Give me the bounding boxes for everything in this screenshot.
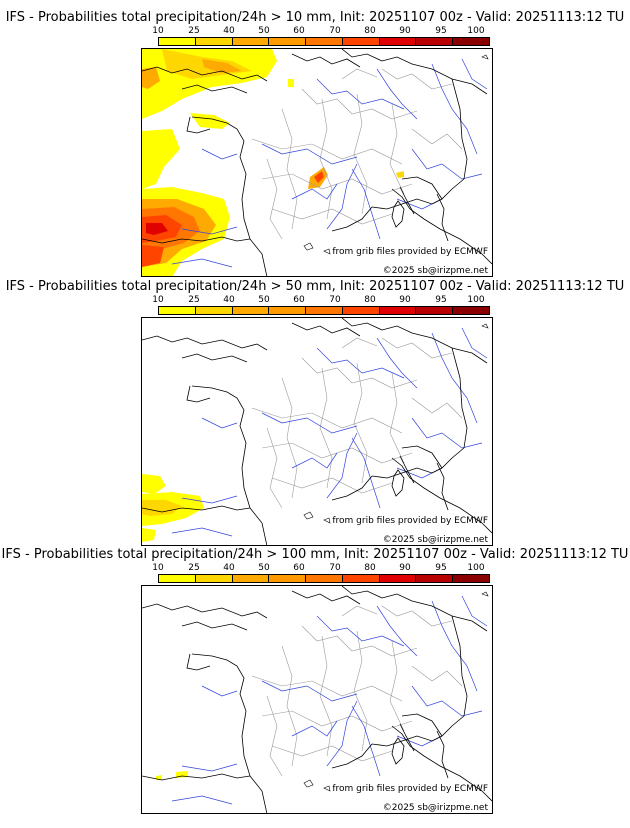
legend-swatches	[158, 37, 490, 46]
legend-tick: 25	[188, 563, 200, 573]
legend-swatch	[306, 38, 343, 45]
legend-tick: 70	[329, 563, 341, 573]
legend-tick: 10	[152, 563, 164, 573]
legend-ticks: 10 25 40 50 60 70 80 90 95 100	[152, 26, 490, 38]
legend-swatch	[232, 307, 270, 314]
probability-map: from grib files provided by ECMWF ©2025 …	[141, 48, 493, 277]
legend-swatch	[232, 38, 270, 45]
legend-swatch	[306, 575, 343, 582]
legend-tick: 80	[364, 295, 376, 305]
legend-swatch	[379, 575, 417, 582]
map-canvas	[142, 49, 492, 276]
legend-tick: 70	[329, 295, 341, 305]
legend-swatch	[195, 575, 233, 582]
legend-swatch	[416, 38, 454, 45]
legend-swatch	[269, 575, 307, 582]
legend-swatch	[269, 38, 307, 45]
legend-colorbar: 10 25 40 50 60 70 80 90 95 100	[152, 26, 490, 53]
legend-tick: 60	[293, 295, 305, 305]
legend-swatch	[379, 307, 417, 314]
legend-tick: 90	[399, 295, 411, 305]
legend-swatch	[306, 307, 343, 314]
legend-swatch	[269, 307, 307, 314]
legend-tick: 70	[329, 26, 341, 36]
precipitation-probability-areas	[142, 49, 404, 276]
legend-swatch	[453, 307, 490, 314]
probability-map: from grib files provided by ECMWF ©2025 …	[141, 317, 493, 546]
legend-swatches	[158, 574, 490, 583]
legend-tick: 90	[399, 563, 411, 573]
legend-swatch	[453, 575, 490, 582]
legend-tick: 25	[188, 26, 200, 36]
legend-tick: 80	[364, 26, 376, 36]
legend-swatch	[159, 38, 196, 45]
legend-tick: 40	[223, 26, 235, 36]
precipitation-probability-areas	[156, 771, 188, 780]
panel-title: IFS - Probabilities total precipitation/…	[5, 279, 625, 294]
legend-swatch	[416, 307, 454, 314]
legend-swatch	[195, 38, 233, 45]
legend-tick: 50	[258, 563, 270, 573]
legend-tick: 40	[223, 563, 235, 573]
legend-swatch	[342, 38, 380, 45]
panel-10mm: IFS - Probabilities total precipitation/…	[0, 10, 630, 280]
panel-100mm: IFS - Probabilities total precipitation/…	[0, 547, 630, 817]
source-credit: from grib files provided by ECMWF	[332, 784, 488, 794]
legend-tick: 50	[258, 26, 270, 36]
legend-swatch	[342, 575, 380, 582]
legend-colorbar: 10 25 40 50 60 70 80 90 95 100	[152, 563, 490, 590]
legend-tick: 60	[293, 26, 305, 36]
panel-50mm: IFS - Probabilities total precipitation/…	[0, 279, 630, 549]
legend-swatch	[453, 38, 490, 45]
panel-title: IFS - Probabilities total precipitation/…	[1, 547, 629, 562]
probability-map: from grib files provided by ECMWF ©2025 …	[141, 585, 493, 814]
map-canvas	[142, 586, 492, 813]
legend-tick: 100	[467, 26, 485, 36]
legend-tick: 95	[435, 563, 447, 573]
legend-swatch	[379, 38, 417, 45]
source-credit: from grib files provided by ECMWF	[332, 247, 488, 257]
legend-ticks: 10 25 40 50 60 70 80 90 95 100	[152, 563, 490, 575]
copyright-text: ©2025 sb@irizpme.net	[382, 535, 488, 545]
legend-tick: 80	[364, 563, 376, 573]
base-map	[142, 586, 492, 813]
panel-title: IFS - Probabilities total precipitation/…	[5, 10, 625, 25]
legend-swatch	[159, 575, 196, 582]
legend-tick: 100	[467, 563, 485, 573]
legend-swatch	[232, 575, 270, 582]
legend-tick: 50	[258, 295, 270, 305]
legend-swatch	[159, 307, 196, 314]
copyright-text: ©2025 sb@irizpme.net	[382, 266, 488, 276]
legend-tick: 10	[152, 295, 164, 305]
legend-tick: 25	[188, 295, 200, 305]
legend-tick: 95	[435, 295, 447, 305]
source-credit: from grib files provided by ECMWF	[332, 516, 488, 526]
legend-tick: 60	[293, 563, 305, 573]
legend-swatches	[158, 306, 490, 315]
legend-tick: 90	[399, 26, 411, 36]
legend-tick: 40	[223, 295, 235, 305]
legend-swatch	[195, 307, 233, 314]
legend-colorbar: 10 25 40 50 60 70 80 90 95 100	[152, 295, 490, 322]
legend-swatch	[416, 575, 454, 582]
copyright-text: ©2025 sb@irizpme.net	[382, 803, 488, 813]
map-canvas	[142, 318, 492, 545]
legend-tick: 95	[435, 26, 447, 36]
legend-tick: 10	[152, 26, 164, 36]
legend-ticks: 10 25 40 50 60 70 80 90 95 100	[152, 295, 490, 307]
legend-swatch	[342, 307, 380, 314]
legend-tick: 100	[467, 295, 485, 305]
precipitation-probability-areas	[142, 474, 204, 542]
